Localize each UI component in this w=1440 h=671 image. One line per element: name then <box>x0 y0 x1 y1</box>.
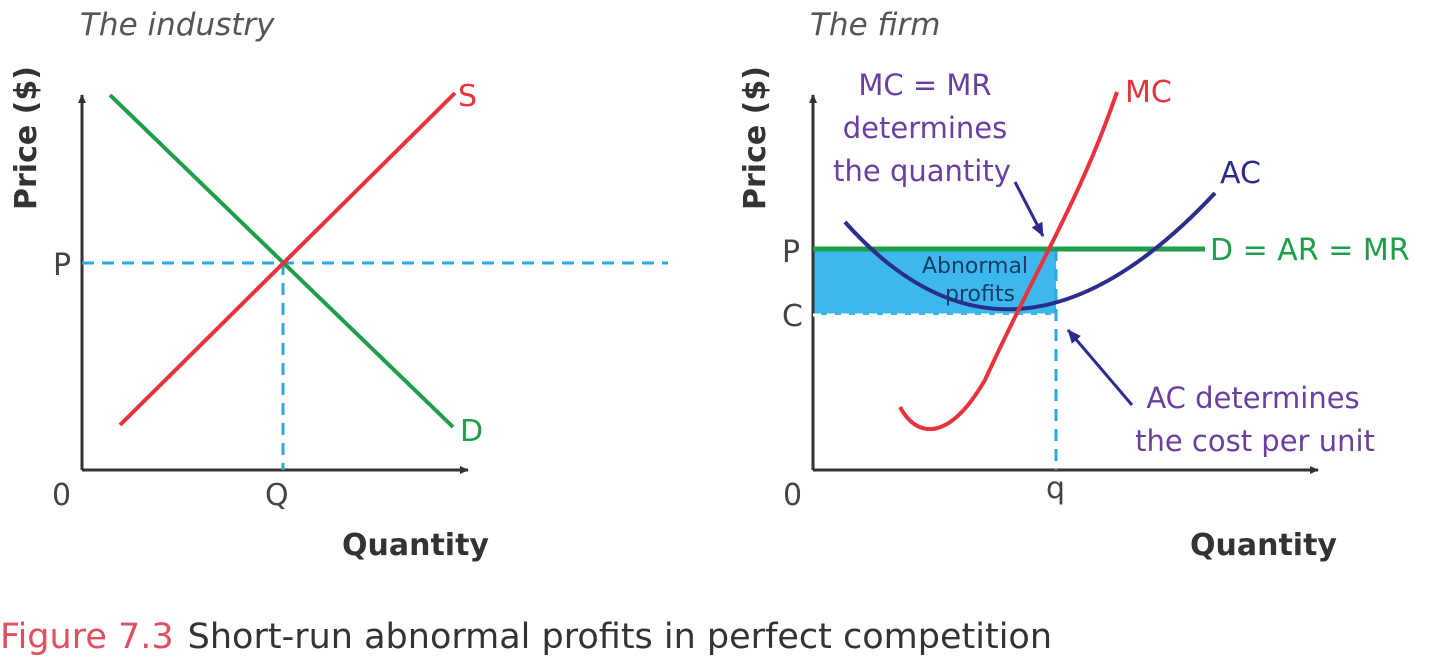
industry-q-label: Q <box>265 478 289 513</box>
firm-x-label: Quantity <box>1190 528 1337 563</box>
ac-note-line2: the cost per unit <box>1135 424 1375 458</box>
mc-mr-note-line1: MC = MR <box>858 68 991 102</box>
industry-title: The industry <box>80 7 275 43</box>
industry-p-label: P <box>53 248 71 283</box>
caption-text: Short-run abnormal profits in perfect co… <box>188 617 1052 657</box>
abnormal-profits-label-line2: profits <box>945 282 1015 307</box>
mc-curve <box>898 91 1119 432</box>
mc-mr-note-line2: determines <box>843 111 1008 145</box>
abnormal-profits-label-line1: Abnormal <box>922 254 1028 279</box>
mc-mr-note-line3: the quantity <box>833 154 1011 188</box>
firm-panel: The firm Price ($) Quantity 0 P C q MC A… <box>738 7 1410 563</box>
firm-y-label: Price ($) <box>738 66 773 210</box>
ac-note-line1: AC determines <box>1146 381 1359 415</box>
industry-supply-curve <box>118 91 457 427</box>
demand-label: D <box>460 414 483 449</box>
firm-p-label: P <box>782 235 800 270</box>
ac-label: AC <box>1220 156 1261 191</box>
mc-label: MC <box>1125 75 1172 110</box>
industry-y-label: Price ($) <box>9 66 44 210</box>
firm-origin-label: 0 <box>783 478 802 513</box>
industry-x-label: Quantity <box>342 528 489 563</box>
firm-q-label: q <box>1046 471 1065 506</box>
supply-label: S <box>458 79 477 114</box>
industry-demand-curve <box>108 93 455 429</box>
caption-number: Figure 7.3 <box>0 617 174 657</box>
abnormal-profit-area <box>813 249 1056 315</box>
ac-note-arrow <box>1066 329 1134 406</box>
firm-c-label: C <box>782 299 803 334</box>
figure-caption: Figure 7.3 Short-run abnormal profits in… <box>0 617 1052 657</box>
demand-ar-mr-label: D = AR = MR <box>1210 233 1410 268</box>
firm-title: The firm <box>810 7 940 43</box>
caption: Figure 7.3 Short-run abnormal profits in… <box>0 617 1052 657</box>
mc-mr-note-arrow <box>1013 181 1045 237</box>
industry-panel: The industry Price ($) Quantity 0 P Q S … <box>9 7 668 563</box>
industry-origin-label: 0 <box>52 478 71 513</box>
